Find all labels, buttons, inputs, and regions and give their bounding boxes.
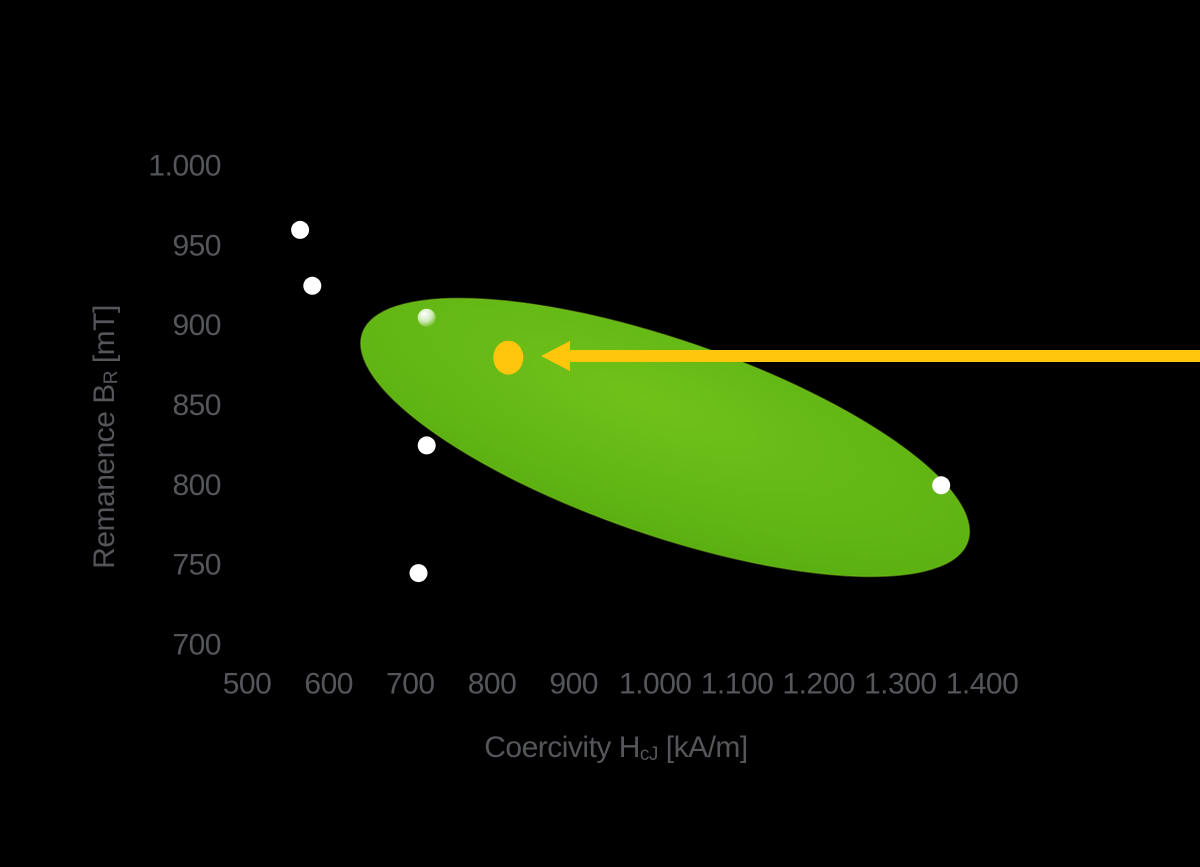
data-point xyxy=(291,220,310,239)
y-axis-ticks: 1.000 950 900 850 800 750 700 xyxy=(148,150,221,662)
x-tick-label: 700 xyxy=(386,668,435,701)
arrow-annotation-layer xyxy=(541,341,1200,371)
x-tick-label: 900 xyxy=(549,668,598,701)
x-tick-label: 500 xyxy=(223,668,272,701)
highlight-region-layer xyxy=(360,297,971,578)
data-point xyxy=(932,476,951,495)
highlight-region-ellipse xyxy=(360,297,971,578)
y-tick-label: 950 xyxy=(172,229,221,262)
data-point xyxy=(417,308,436,327)
x-tick-label: 800 xyxy=(468,668,517,701)
x-axis-ticks: 500 600 700 800 900 1.000 1.100 1.200 1.300 1.400 xyxy=(223,668,1019,701)
y-tick-label: 800 xyxy=(172,469,221,502)
x-tick-label: 1.300 xyxy=(864,668,937,701)
x-tick-label: 1.400 xyxy=(946,668,1019,701)
data-points-layer xyxy=(291,220,951,583)
highlighted-data-point xyxy=(493,340,524,375)
x-tick-label: 600 xyxy=(304,668,353,701)
x-tick-label: 1.100 xyxy=(701,668,774,701)
data-point xyxy=(417,436,436,455)
x-tick-label: 1.200 xyxy=(782,668,855,701)
y-tick-label: 750 xyxy=(172,549,221,582)
x-axis-title: Coercivity HcJ [kA/m] xyxy=(484,731,748,765)
y-tick-label: 900 xyxy=(172,309,221,342)
data-point xyxy=(409,564,428,583)
y-tick-label: 1.000 xyxy=(148,150,221,183)
x-tick-label: 1.000 xyxy=(619,668,692,701)
data-point xyxy=(303,276,322,295)
y-axis-title: Remanence BR [mT] xyxy=(88,305,122,569)
y-tick-label: 700 xyxy=(172,629,221,662)
y-tick-label: 850 xyxy=(172,389,221,422)
arrow-head-icon xyxy=(541,341,570,371)
